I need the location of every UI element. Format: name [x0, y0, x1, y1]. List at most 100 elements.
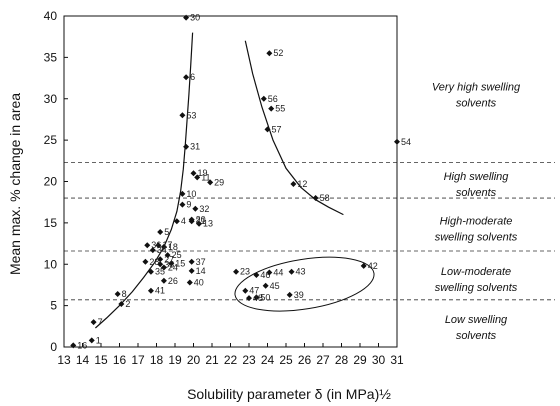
data-point-label-20: 20: [196, 215, 206, 225]
data-point-7: [90, 319, 97, 326]
data-point-label-28: 28: [149, 257, 159, 267]
region-label-2-line-0: High-moderate: [440, 216, 513, 228]
data-point-31: [183, 143, 190, 150]
region-label-4-line-1: solvents: [456, 330, 497, 342]
data-point-label-8: 8: [122, 289, 127, 299]
x-tick-label: 26: [298, 353, 312, 367]
y-tick-label: 10: [44, 257, 58, 271]
data-point-label-57: 57: [272, 124, 282, 134]
data-point-label-6: 6: [190, 72, 195, 82]
data-point-label-43: 43: [296, 267, 306, 277]
data-point-25: [164, 252, 171, 259]
region-label-3-line-1: swelling solvents: [435, 282, 518, 294]
data-point-label-23: 23: [240, 267, 250, 277]
data-point-11: [194, 174, 201, 181]
data-point-label-37: 37: [196, 257, 206, 267]
data-point-label-26: 26: [168, 276, 178, 286]
data-point-label-4: 4: [181, 216, 186, 226]
plot-frame: [63, 15, 398, 348]
data-point-label-29: 29: [214, 177, 224, 187]
y-tick-label: 40: [44, 9, 58, 23]
x-tick-label: 13: [57, 353, 71, 367]
y-tick-label: 35: [44, 50, 58, 64]
data-point-label-27: 27: [164, 254, 174, 264]
cluster-ellipse: [234, 256, 375, 312]
x-tick-label: 28: [335, 353, 349, 367]
data-point-4: [173, 218, 180, 225]
data-point-9: [179, 201, 186, 208]
data-point-label-58: 58: [320, 193, 330, 203]
x-tick-label: 24: [261, 353, 275, 367]
x-tick-label: 23: [242, 353, 256, 367]
y-tick-label: 5: [50, 299, 57, 313]
data-point-label-31: 31: [190, 142, 200, 152]
data-point-label-12: 12: [297, 179, 307, 189]
data-point-label-56: 56: [268, 94, 278, 104]
trend-curves: [95, 32, 344, 329]
data-point-12: [290, 180, 297, 187]
x-tick-label: 22: [224, 353, 238, 367]
data-point-33: [157, 261, 164, 268]
x-tick-label: 25: [279, 353, 293, 367]
data-point-6: [183, 74, 190, 81]
data-point-label-53: 53: [186, 110, 196, 120]
data-point-label-17: 17: [162, 240, 172, 250]
data-point-48: [246, 295, 252, 302]
data-point-45: [262, 282, 269, 289]
data-point-35: [147, 268, 154, 275]
y-axis-ticks: 0 5 10 15 20 25 30 35 40: [44, 9, 68, 354]
data-point-label-48: 48: [253, 293, 263, 303]
data-point-label-1: 1: [96, 335, 101, 345]
data-point-label-41: 41: [155, 286, 165, 296]
y-tick-label: 25: [44, 133, 58, 147]
data-point-label-45: 45: [270, 281, 280, 291]
data-point-14: [188, 267, 195, 274]
data-point-label-39: 39: [294, 290, 304, 300]
data-point-17: [155, 242, 162, 249]
data-point-18: [160, 243, 167, 250]
x-tick-label: 19: [168, 353, 182, 367]
data-point-label-24: 24: [168, 263, 178, 273]
data-point-label-2: 2: [125, 299, 130, 309]
data-point-58: [312, 195, 319, 202]
data-point-label-9: 9: [186, 200, 191, 210]
data-point-label-32: 32: [199, 204, 209, 214]
data-point-label-44: 44: [273, 268, 283, 278]
y-tick-label: 0: [50, 340, 57, 354]
region-label-2-line-1: swelling solvents: [435, 232, 518, 244]
region-label-4-line-0: Low swelling: [445, 314, 508, 326]
trend-curve-0: [95, 32, 194, 329]
region-label-0-line-0: Very high swelling: [432, 81, 521, 93]
data-point-label-34: 34: [157, 245, 167, 255]
data-points: [70, 14, 400, 349]
x-tick-label: 15: [94, 353, 108, 367]
data-point-46: [253, 272, 260, 279]
x-axis-ticks: 13 14 15 16 17 18 19 20 21 22 23 24 25 26 27 28 29 30 31: [57, 343, 404, 367]
data-point-label-47: 47: [249, 286, 259, 296]
y-tick-label: 30: [44, 92, 58, 106]
data-point-label-36: 36: [151, 240, 161, 250]
trend-curve-1: [244, 40, 344, 216]
data-point-27: [157, 256, 164, 263]
data-point-label-46: 46: [260, 270, 270, 280]
data-point-10: [179, 190, 186, 197]
data-point-42: [360, 262, 367, 269]
region-label-1-line-0: High swelling: [444, 171, 510, 183]
x-tick-label: 14: [76, 353, 90, 367]
low-moderate-cluster-ellipse: [234, 256, 375, 312]
data-point-47: [242, 287, 249, 294]
y-tick-label: 15: [44, 216, 58, 230]
data-point-23: [233, 268, 240, 275]
x-tick-label: 18: [150, 353, 164, 367]
threshold-lines: [64, 162, 555, 301]
x-tick-label: 16: [113, 353, 127, 367]
region-labels: Very high swelling solvents High swelling s…: [432, 81, 521, 342]
data-point-label-10: 10: [186, 189, 196, 199]
data-point-label-21: 21: [196, 216, 206, 226]
data-point-43: [288, 268, 295, 275]
data-point-2: [118, 300, 125, 307]
data-point-8: [114, 291, 121, 298]
data-point-label-42: 42: [368, 261, 378, 271]
data-point-label-5: 5: [164, 227, 169, 237]
